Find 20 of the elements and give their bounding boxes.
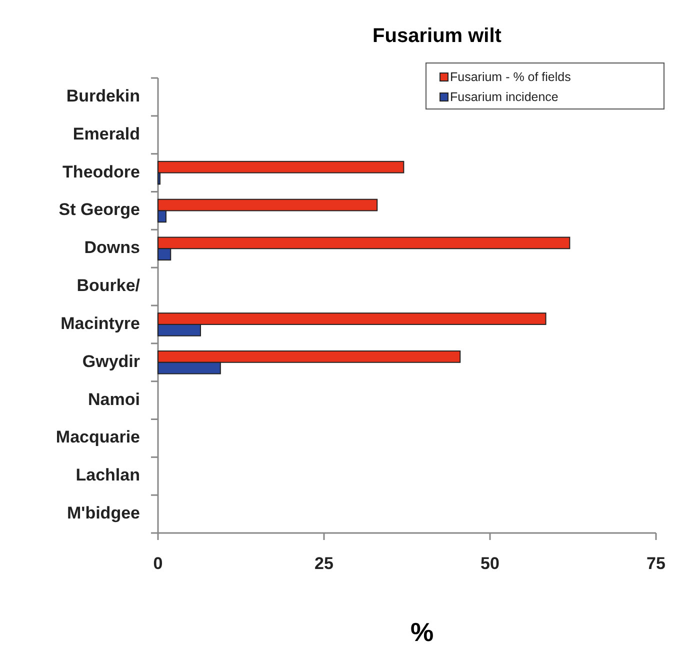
y-tick-label: Namoi: [88, 390, 140, 409]
legend-label: Fusarium - % of fields: [450, 70, 571, 84]
chart-title: Fusarium wilt: [372, 25, 502, 47]
y-tick-label: Downs: [84, 238, 140, 258]
y-tick-label: Macintyre: [60, 314, 140, 333]
y-tick-label: Burdekin: [66, 86, 140, 106]
x-tick-label: 0: [153, 554, 163, 573]
y-tick-label: Gwydir: [82, 352, 140, 371]
y-tick-label: Macquarie: [56, 428, 140, 447]
y-tick-label: Theodore: [62, 162, 140, 182]
x-tick-label: 50: [480, 554, 500, 573]
y-tick-label: Lachlan: [76, 466, 140, 485]
x-tick-label: 75: [646, 554, 666, 573]
legend-label: Fusarium incidence: [450, 90, 558, 104]
y-tick-label: M'bidgee: [67, 504, 140, 523]
y-tick-label: St George: [58, 200, 140, 220]
x-axis-title: %: [410, 617, 434, 647]
x-tick-label: 25: [314, 554, 334, 573]
y-tick-label: Emerald: [72, 124, 140, 144]
y-tick-label: Bourke/: [76, 276, 140, 296]
